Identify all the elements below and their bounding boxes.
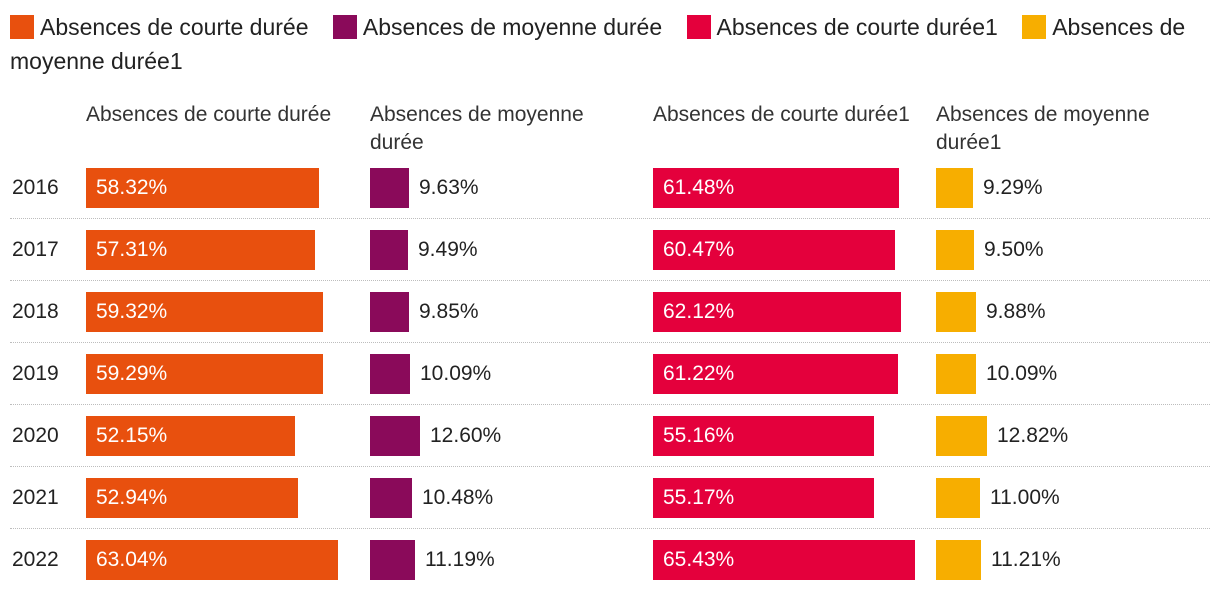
bar [370,354,410,394]
data-label: 55.16% [663,424,735,447]
data-label: 11.19% [425,548,495,571]
data-label: 59.32% [96,300,168,323]
bar [370,168,409,208]
legend: Absences de courte durée Absences de moy… [10,10,1210,78]
data-label: 65.43% [663,548,735,571]
bar [936,416,987,456]
legend-item: Absences de moyenne durée [332,14,680,40]
row-label: 2017 [12,238,59,261]
legend-label: Absences de moyenne durée [362,14,663,40]
data-label: 11.00% [990,486,1060,509]
data-label: 9.88% [986,300,1046,323]
legend-item: Absences de courte durée1 [686,14,1016,40]
legend-item: Absences de courte durée [10,14,327,40]
legend-item: Absences de moyenne durée1 [10,14,1185,74]
bar [653,230,895,270]
data-label: 10.09% [986,362,1058,385]
row-label: 2018 [12,300,59,323]
bar [936,354,976,394]
data-label: 9.85% [419,300,479,323]
bar [86,416,295,456]
bar [936,540,981,580]
data-label: 10.48% [422,486,494,509]
row-divider [10,280,1210,281]
row-label: 2021 [12,486,59,509]
legend-label: Absences de moyenne durée1 [10,14,1186,74]
bar [370,230,408,270]
data-label: 12.82% [997,424,1069,447]
bar [86,230,315,270]
row-label: 2016 [12,176,59,199]
legend-swatch [1022,15,1047,39]
row-divider [10,342,1210,343]
bar [653,416,874,456]
bar [936,230,974,270]
data-label: 61.48% [663,176,735,199]
data-label: 63.04% [96,548,168,571]
bar [370,292,409,332]
data-label: 61.22% [663,362,735,385]
row-label: 2022 [12,548,59,571]
bar [370,416,420,456]
bar [86,168,319,208]
bar [370,540,415,580]
column-header: Absences de courte durée1 [653,103,910,126]
data-label: 52.15% [96,424,168,447]
bar [653,478,874,518]
data-label: 58.32% [96,176,168,199]
row-divider [10,528,1210,529]
data-label: 57.31% [96,238,168,261]
legend-swatch [686,15,711,39]
data-label: 11.21% [991,548,1061,571]
bar [86,354,323,394]
bar [936,478,980,518]
data-label: 55.17% [663,486,735,509]
row-divider [10,404,1210,405]
data-label: 9.50% [984,238,1044,261]
data-label: 10.09% [420,362,492,385]
legend-swatch [10,15,34,39]
data-label: 59.29% [96,362,168,385]
legend-swatch [332,15,357,39]
row-divider [10,218,1210,219]
bar [86,540,338,580]
bar [86,292,323,332]
bar [653,354,898,394]
data-label: 9.63% [419,176,479,199]
legend-label: Absences de courte durée [40,14,309,40]
data-label: 60.47% [663,238,735,261]
row-label: 2019 [12,362,59,385]
data-label: 12.60% [430,424,502,447]
bar [653,292,901,332]
bar [653,540,915,580]
bar [936,168,973,208]
data-label: 9.49% [418,238,478,261]
data-label: 9.29% [983,176,1043,199]
row-divider [10,466,1210,467]
bar [653,168,899,208]
data-label: 62.12% [663,300,735,323]
bar [370,478,412,518]
bar [936,292,976,332]
bar [86,478,298,518]
column-header: Absences de moyenne durée1 [936,103,1150,154]
row-label: 2020 [12,424,59,447]
data-label: 52.94% [96,486,168,509]
column-header: Absences de moyenne durée [370,103,584,154]
column-header: Absences de courte durée [86,103,332,126]
legend-label: Absences de courte durée1 [716,14,998,40]
